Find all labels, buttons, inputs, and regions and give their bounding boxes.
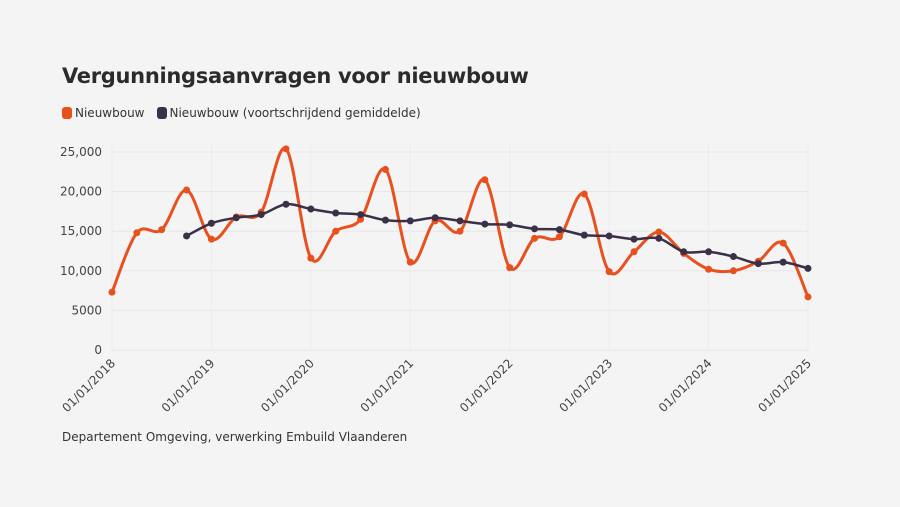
source-note: Departement Omgeving, verwerking Embuild… <box>62 430 408 444</box>
data-point <box>506 221 514 229</box>
y-tick-label: 5000 <box>71 303 102 317</box>
data-point <box>232 214 240 222</box>
chart-title: Vergunningsaanvragen voor nieuwbouw <box>62 64 529 88</box>
data-point <box>456 217 464 225</box>
x-tick-label: 01/01/2025 <box>755 356 814 415</box>
data-point <box>207 235 215 243</box>
legend: Nieuwbouw Nieuwbouw (voortschrijdend gem… <box>62 106 427 120</box>
data-point <box>705 248 713 256</box>
data-point <box>630 235 638 243</box>
x-tick-label: 01/01/2019 <box>159 356 218 415</box>
legend-item-moving-average[interactable]: Nieuwbouw (voortschrijdend gemiddelde) <box>156 106 421 120</box>
data-point <box>381 216 389 224</box>
data-point <box>531 234 539 242</box>
data-point <box>531 225 539 233</box>
data-point <box>381 165 389 173</box>
data-point <box>307 205 315 213</box>
data-point <box>207 219 215 227</box>
data-point <box>431 214 439 222</box>
data-point <box>729 253 737 261</box>
x-tick-label: 01/01/2022 <box>457 356 516 415</box>
data-point <box>729 267 737 275</box>
data-point <box>754 260 762 268</box>
x-tick-label: 01/01/2020 <box>258 356 317 415</box>
y-tick-label: 0 <box>94 343 102 357</box>
data-point <box>282 200 290 208</box>
data-point <box>307 254 315 262</box>
data-point <box>779 258 787 266</box>
data-point <box>804 264 812 272</box>
legend-label: Nieuwbouw <box>75 106 145 120</box>
data-point <box>506 264 514 272</box>
data-point <box>108 288 116 296</box>
y-tick-label: 25,000 <box>60 145 102 159</box>
data-point <box>580 190 588 198</box>
y-tick-label: 10,000 <box>60 264 102 278</box>
data-point <box>555 226 563 234</box>
data-point <box>133 229 141 237</box>
data-point <box>406 258 414 266</box>
data-point <box>332 209 340 217</box>
y-tick-label: 20,000 <box>60 185 102 199</box>
legend-label: Nieuwbouw (voortschrijdend gemiddelde) <box>169 106 421 120</box>
data-point <box>183 186 191 194</box>
x-tick-label: 01/01/2024 <box>656 356 715 415</box>
x-tick-label: 01/01/2018 <box>59 356 118 415</box>
data-point <box>804 293 812 301</box>
data-point <box>605 232 613 240</box>
data-point <box>605 268 613 276</box>
legend-item-nieuwbouw[interactable]: Nieuwbouw <box>62 106 145 120</box>
data-point <box>158 226 166 234</box>
data-point <box>183 232 191 240</box>
data-point <box>406 217 414 225</box>
data-point <box>630 248 638 256</box>
data-point <box>580 231 588 239</box>
data-point <box>779 239 787 247</box>
data-point <box>481 176 489 184</box>
x-tick-label: 01/01/2021 <box>358 356 417 415</box>
legend-swatch-orange <box>62 107 72 119</box>
data-point <box>705 265 713 273</box>
x-tick-label: 01/01/2023 <box>556 356 615 415</box>
data-point <box>257 211 265 219</box>
legend-swatch-dark <box>156 107 167 119</box>
data-point <box>332 227 340 235</box>
data-point <box>655 234 663 242</box>
series-line-moving-average <box>185 202 809 270</box>
data-point <box>481 220 489 228</box>
y-tick-label: 15,000 <box>60 224 102 238</box>
data-point <box>282 145 290 153</box>
data-point <box>655 228 663 236</box>
data-point <box>357 211 365 219</box>
data-point <box>456 227 464 235</box>
data-point <box>555 233 563 241</box>
data-point <box>680 248 688 256</box>
